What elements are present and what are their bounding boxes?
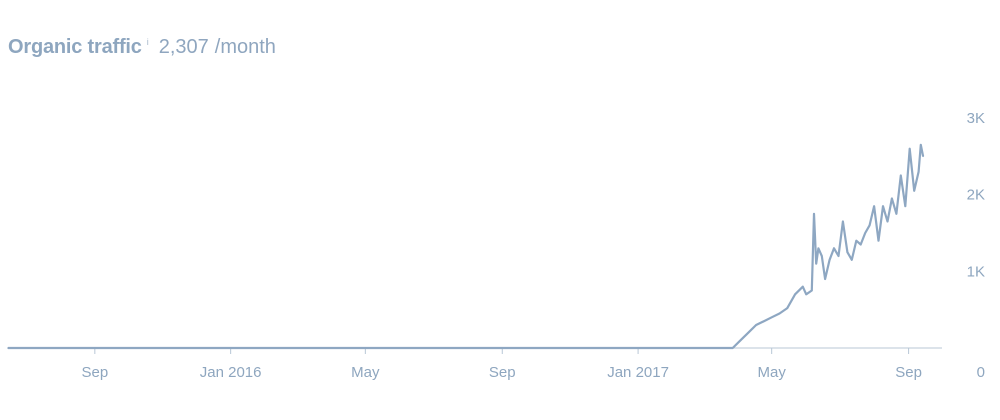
data-point <box>763 320 765 323</box>
x-tick-label: May <box>351 364 380 381</box>
data-point <box>851 259 853 261</box>
data-point <box>886 220 889 223</box>
data-point <box>805 293 807 296</box>
chart-header: Organic traffic i 2,307 /month <box>8 36 276 66</box>
data-point <box>837 255 840 257</box>
data-point <box>920 144 922 146</box>
y-tick-label: 3K <box>967 110 985 127</box>
data-point <box>7 347 9 349</box>
data-point <box>833 247 835 250</box>
data-point <box>794 293 796 296</box>
data-point <box>811 289 813 292</box>
chart-title: Organic traffic <box>8 36 142 58</box>
x-tick-label: Sep <box>489 364 516 381</box>
data-point <box>802 285 804 288</box>
data-point <box>731 347 734 349</box>
traffic-value: 2,307 <box>158 36 209 58</box>
y-tick-label: 0 <box>977 364 985 381</box>
data-point <box>828 259 831 261</box>
data-point <box>770 316 773 319</box>
data-point <box>913 190 915 192</box>
data-point <box>842 220 844 223</box>
data-point <box>813 213 815 215</box>
data-point <box>864 232 866 234</box>
x-tick-label: Sep <box>81 364 108 381</box>
data-point <box>922 155 924 158</box>
data-point <box>895 213 898 215</box>
data-point <box>891 197 893 200</box>
data-point <box>877 239 880 242</box>
data-point <box>917 170 920 173</box>
y-tick-label: 2K <box>967 187 985 204</box>
data-point <box>908 147 911 150</box>
data-point <box>747 331 750 334</box>
traffic-unit: /month <box>214 36 276 58</box>
data-point <box>900 174 902 177</box>
x-tick-label: May <box>758 364 787 381</box>
data-point <box>778 312 781 315</box>
data-point <box>739 339 742 342</box>
x-tick-label: Sep <box>895 364 922 381</box>
data-point <box>873 205 875 207</box>
series-line <box>8 143 925 350</box>
data-point <box>868 224 871 227</box>
info-icon[interactable]: i <box>146 37 149 47</box>
data-point <box>821 255 823 257</box>
x-tick-label: Jan 2016 <box>200 364 262 381</box>
data-point <box>855 239 858 242</box>
x-tick-label: Jan 2017 <box>607 364 669 381</box>
data-point <box>859 243 862 246</box>
data-point <box>755 324 757 326</box>
y-tick-label: 1K <box>967 263 985 280</box>
data-point <box>817 247 820 250</box>
data-point <box>824 278 826 280</box>
data-point <box>786 307 789 309</box>
data-point <box>815 262 817 265</box>
data-point <box>904 205 907 207</box>
data-point <box>882 205 884 207</box>
data-point <box>846 251 849 253</box>
